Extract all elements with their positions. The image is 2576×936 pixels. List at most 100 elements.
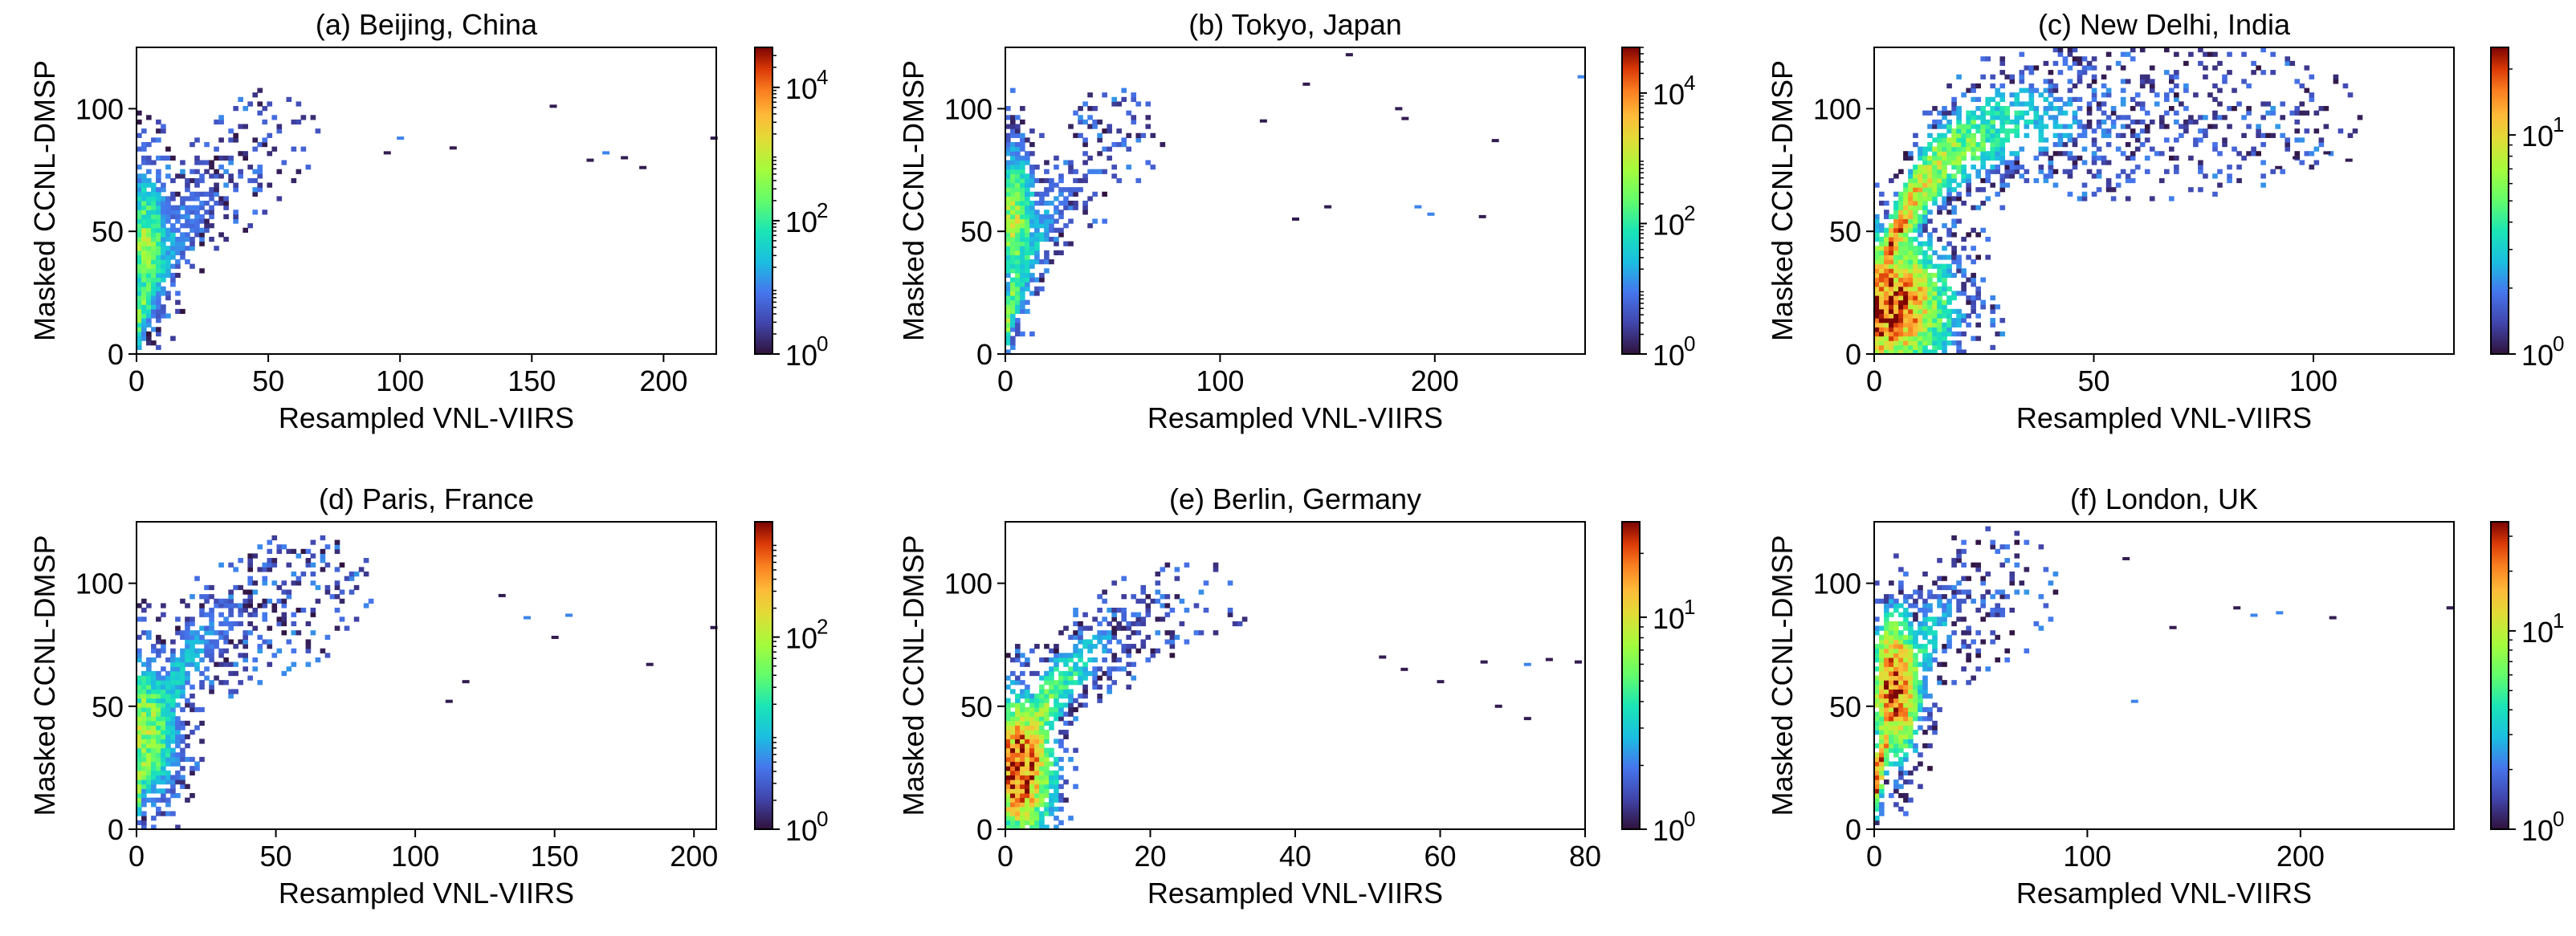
heatmap-cell — [2260, 70, 2266, 75]
heatmap-cell — [2096, 124, 2102, 129]
heatmap-cell — [146, 227, 152, 233]
heatmap-cell — [1932, 331, 1938, 337]
heatmap-cell — [267, 101, 273, 107]
heatmap-cell — [1126, 670, 1132, 677]
heatmap-cell — [180, 250, 185, 256]
heatmap-cell — [1092, 617, 1098, 622]
heatmap-cell — [1927, 594, 1933, 600]
heatmap-outlier — [449, 146, 457, 150]
heatmap-cell — [233, 621, 238, 627]
heatmap-cell — [1049, 214, 1054, 220]
y-tick-label: 50 — [960, 215, 992, 248]
heatmap-cell — [1044, 223, 1050, 229]
heatmap-cell — [1985, 173, 1991, 179]
heatmap-cell — [2048, 155, 2054, 161]
heatmap-cell — [334, 584, 340, 591]
heatmap-cell — [1879, 752, 1885, 758]
heatmap-cell — [151, 268, 157, 274]
heatmap-cell — [2052, 87, 2059, 93]
heatmap-cell — [1025, 205, 1030, 210]
heatmap-cell — [1990, 344, 1996, 350]
heatmap-cell — [1020, 173, 1025, 179]
heatmap-cell — [286, 96, 292, 103]
heatmap-cell — [1999, 137, 2006, 143]
x-tick-label: 0 — [1866, 364, 1882, 397]
heatmap-cell — [252, 146, 259, 152]
heatmap-cell — [1097, 594, 1103, 600]
heatmap-cell — [1020, 766, 1025, 771]
heatmap-cell — [1025, 254, 1030, 260]
heatmap-cell — [1102, 617, 1107, 622]
heatmap-cell — [137, 227, 142, 233]
heatmap-cell — [2232, 146, 2237, 152]
heatmap-cell — [1879, 304, 1885, 310]
heatmap-cell — [1918, 725, 1923, 730]
heatmap-cell — [175, 739, 181, 744]
heatmap-cell — [165, 684, 171, 690]
heatmap-cell — [1049, 811, 1054, 816]
heatmap-cell — [1971, 227, 1976, 233]
heatmap-cell — [1903, 756, 1909, 763]
heatmap-cell — [161, 214, 166, 220]
heatmap-cell — [1015, 802, 1021, 808]
heatmap-cell — [2062, 110, 2069, 116]
heatmap-cell — [1010, 756, 1016, 763]
heatmap-cell — [1990, 128, 1996, 134]
heatmap-cell — [141, 783, 147, 789]
heatmap-cell — [1155, 571, 1161, 577]
heatmap-cell — [151, 282, 157, 287]
heatmap-cell — [1990, 608, 1996, 613]
heatmap-cell — [1922, 730, 1928, 735]
heatmap-cell — [180, 201, 185, 206]
heatmap-cell — [1893, 295, 1899, 301]
heatmap-cell — [151, 770, 157, 776]
heatmap-cell — [281, 617, 287, 622]
heatmap-cell — [1044, 680, 1050, 686]
heatmap-cell — [1918, 191, 1923, 197]
heatmap-cell — [1918, 594, 1923, 600]
heatmap-cell — [141, 254, 147, 260]
heatmap-cell — [146, 689, 152, 694]
heatmap-cell — [2004, 169, 2011, 174]
heatmap-cell — [1025, 227, 1030, 233]
heatmap-cell — [156, 811, 161, 816]
heatmap-cell — [1903, 282, 1909, 287]
heatmap-cell — [146, 702, 152, 708]
heatmap-cell — [156, 227, 161, 233]
heatmap-cell — [1942, 661, 1947, 667]
heatmap-cell — [141, 308, 147, 315]
heatmap-cell — [165, 295, 171, 301]
heatmap-cell — [1903, 608, 1909, 613]
heatmap-cell — [228, 155, 234, 161]
heatmap-cell — [1169, 639, 1176, 645]
heatmap-cell — [1956, 603, 1962, 608]
heatmap-cell — [170, 336, 176, 341]
heatmap-cell — [161, 201, 166, 206]
heatmap-cell — [1111, 608, 1117, 613]
heatmap-cell — [1111, 653, 1117, 658]
heatmap-cell — [1999, 160, 2006, 165]
heatmap-cell — [2101, 92, 2107, 98]
heatmap-cell — [1097, 119, 1103, 125]
heatmap-cell — [2062, 124, 2069, 129]
heatmap-cell — [165, 694, 171, 699]
heatmap-cell — [165, 146, 171, 152]
heatmap-cell — [2077, 119, 2083, 125]
heatmap-cell — [2028, 106, 2035, 112]
heatmap-cell — [2028, 83, 2035, 89]
heatmap-cell — [2067, 155, 2073, 161]
heatmap-cell — [296, 169, 302, 174]
heatmap-cell — [170, 680, 176, 686]
heatmap-cell — [1903, 327, 1909, 332]
heatmap-cell — [1971, 295, 1976, 301]
heatmap-cell — [1956, 160, 1962, 165]
heatmap-cell — [1889, 657, 1894, 663]
heatmap-cell — [146, 666, 152, 672]
heatmap-cell — [1898, 196, 1904, 201]
heatmap-cell — [1034, 797, 1040, 803]
heatmap-cell — [1049, 694, 1054, 699]
heatmap-cell — [1073, 608, 1078, 613]
heatmap-cell — [1927, 210, 1933, 215]
heatmap-cell — [1063, 720, 1069, 726]
heatmap-cell — [1893, 241, 1899, 246]
